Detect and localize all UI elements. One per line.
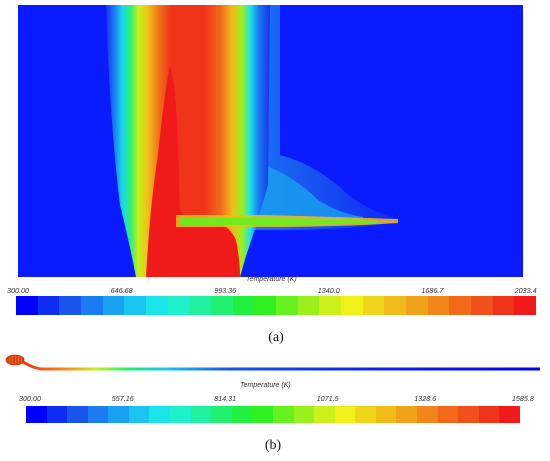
colorbar-swatch <box>59 296 82 315</box>
colorbar-swatch <box>297 296 320 315</box>
colorbar-swatch <box>211 296 233 315</box>
colorbar-swatch <box>427 296 450 315</box>
colorbar-swatch <box>254 296 277 315</box>
colorbar-tick-b: 300.00 <box>19 394 41 403</box>
colorbar-swatch <box>190 406 212 423</box>
colorbar-swatch <box>149 406 171 423</box>
caption-a: (a) <box>268 330 284 345</box>
colorbar-swatch <box>276 296 298 315</box>
colorbar-swatch <box>458 406 479 423</box>
colorbar-title-a: Temperature (K) <box>246 276 297 283</box>
colorbar-swatch <box>406 296 428 315</box>
colorbar-swatch <box>416 406 438 423</box>
colorbar-swatch <box>375 406 397 423</box>
colorbar-swatch <box>81 296 103 315</box>
colorbar-swatch <box>231 406 253 423</box>
pipe-field-b <box>5 354 540 371</box>
colorbar-ticks-b: 300.00 557.16 814.31 1071.5 1328.6 1585.… <box>19 394 534 404</box>
colorbar-swatch <box>37 296 60 315</box>
temperature-contour-plot-a <box>18 5 523 277</box>
colorbar-swatch <box>272 406 294 423</box>
colorbar-swatch <box>167 296 190 315</box>
colorbar-tick-a: 993.36 <box>214 286 237 295</box>
colorbar-tick-b: 1328.6 <box>414 394 437 403</box>
coil-heater <box>5 354 25 366</box>
colorbar-swatch <box>319 296 342 315</box>
colorbar-swatch <box>124 296 147 315</box>
colorbar-tick-b: 814.31 <box>214 394 237 403</box>
colorbar-swatch <box>16 296 38 315</box>
colorbar-swatch <box>146 296 168 315</box>
contour-field-a <box>18 5 523 277</box>
colorbar-swatch <box>449 296 472 315</box>
colorbar-swatch <box>437 406 459 423</box>
colorbar-swatch <box>334 406 356 423</box>
colorbar-tick-a: 1686.7 <box>421 286 444 295</box>
colorbar-title-b: Temperature (K) <box>240 382 291 389</box>
colorbar-swatch <box>492 296 515 315</box>
colorbar-tick-a: 2033.4 <box>514 286 537 295</box>
colorbar-swatch <box>26 406 47 423</box>
lower-tube <box>22 360 540 371</box>
colorbar-b <box>26 406 520 423</box>
colorbar-swatch <box>87 406 109 423</box>
colorbar-tick-b: 1071.5 <box>316 394 339 403</box>
colorbar-swatch <box>232 296 255 315</box>
colorbar-swatch <box>341 296 363 315</box>
colorbar-tick-a: 300.00 <box>7 286 29 295</box>
colorbar-swatch <box>499 406 520 423</box>
colorbar-tick-b: 1585.8 <box>511 394 534 403</box>
hot-stem-region <box>106 5 270 277</box>
caption-b: (b) <box>264 438 282 453</box>
colorbar-swatch <box>478 406 500 423</box>
colorbar-swatch <box>384 296 407 315</box>
colorbar-swatch <box>67 406 88 423</box>
colorbar-swatch <box>355 406 376 423</box>
colorbar-tick-b: 557.16 <box>111 394 134 403</box>
colorbar-swatch <box>102 296 125 315</box>
colorbar-a <box>16 296 537 315</box>
colorbar-swatch <box>362 296 385 315</box>
colorbar-swatch <box>170 406 191 423</box>
colorbar-swatch <box>211 406 232 423</box>
temperature-pipe-plot-b <box>5 354 545 376</box>
colorbar-tick-a: 1340.0 <box>317 286 340 295</box>
colorbar-tick-a: 646.68 <box>110 286 133 295</box>
colorbar-swatch <box>314 406 335 423</box>
jet-core-region <box>180 217 378 225</box>
colorbar-swatch <box>471 296 493 315</box>
colorbar-swatch <box>108 406 129 423</box>
colorbar-swatch <box>514 296 537 315</box>
colorbar-swatch <box>189 296 212 315</box>
colorbar-swatch <box>252 406 273 423</box>
colorbar-ticks-a: 300.00 646.68 993.36 1340.0 1686.7 2033.… <box>7 286 537 296</box>
colorbar-swatch <box>293 406 315 423</box>
colorbar-swatch <box>396 406 417 423</box>
colorbar-swatch <box>46 406 68 423</box>
colorbar-swatch <box>128 406 150 423</box>
